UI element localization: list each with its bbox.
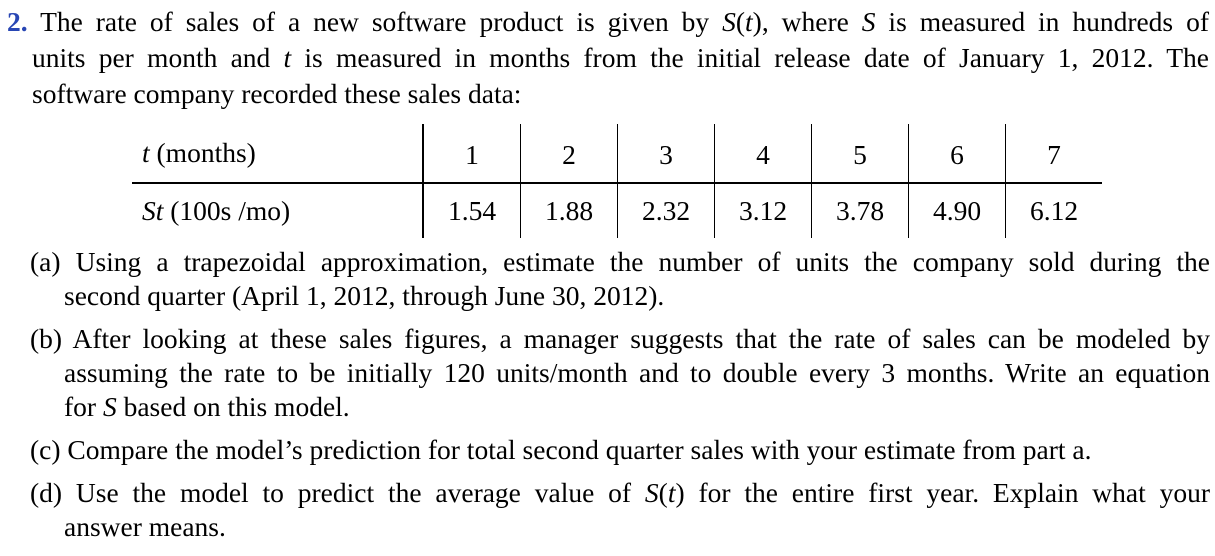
part-d-line-2: answer means.	[64, 511, 226, 542]
problem-number: 2.	[7, 6, 28, 37]
intro-line-1-text: The rate of sales of a new software prod…	[40, 6, 1209, 37]
table-cell-s-1: 1.54	[423, 183, 521, 238]
intro-line-2: units per month and t is measured in mon…	[32, 42, 1209, 73]
part-b: (b) After looking at these sales figures…	[30, 322, 1210, 424]
table-cell-s-2: 1.88	[520, 183, 618, 238]
part-a-line-1: (a) Using a trapezoidal approximation, e…	[30, 246, 1210, 277]
table-cell-s-4: 3.12	[714, 183, 812, 238]
row-header-t: t (months)	[132, 124, 424, 184]
table-cell-s-5: 3.78	[811, 183, 909, 238]
part-b-line-2: assuming the rate to be initially 120 un…	[64, 357, 1210, 388]
table-cell-t-2: 2	[520, 124, 618, 184]
problem-intro: 2. The rate of sales of a new software p…	[7, 4, 1209, 112]
table-cell-t-4: 4	[714, 124, 812, 184]
part-b-line-1: (b) After looking at these sales figures…	[30, 323, 1210, 354]
part-a-line-2: second quarter (April 1, 2012, through J…	[64, 280, 665, 311]
part-b-line-3: for S based on this model.	[64, 391, 350, 422]
table-cell-t-1: 1	[423, 124, 521, 184]
table-cell-s-7: 6.12	[1029, 195, 1079, 226]
row-header-s: St (100s /mo)	[132, 183, 424, 238]
table-row-t: t (months) 1 2 3 4 5 6 7	[132, 124, 1102, 184]
table-cell-s-6: 4.90	[908, 183, 1006, 238]
part-d: (d) Use the model to predict the average…	[30, 476, 1210, 544]
table-cell-t-7: 7	[1005, 124, 1102, 184]
sales-data-table: t (months) 1 2 3 4 5 6 7 St (100s /mo) 1…	[132, 124, 1102, 238]
part-a: (a) Using a trapezoidal approximation, e…	[30, 245, 1210, 313]
table-cell-s-3: 2.32	[617, 183, 715, 238]
table-row-s: St (100s /mo) 1.54 1.88 2.32 3.12 3.78 4…	[132, 183, 1102, 238]
part-d-line-1: (d) Use the model to predict the average…	[30, 477, 1210, 508]
intro-line-1: 2. The rate of sales of a new software p…	[7, 4, 1209, 40]
table-cell-t-5: 5	[811, 124, 909, 184]
part-c: (c) Compare the model’s prediction for t…	[30, 433, 1210, 467]
problem-parts: (a) Using a trapezoidal approximation, e…	[30, 245, 1210, 553]
table-cell-t-3: 3	[617, 124, 715, 184]
part-c-line-1: (c) Compare the model’s prediction for t…	[30, 434, 1092, 465]
table-cell-t-6: 6	[908, 124, 1006, 184]
intro-line-3: software company recorded these sales da…	[32, 78, 522, 109]
